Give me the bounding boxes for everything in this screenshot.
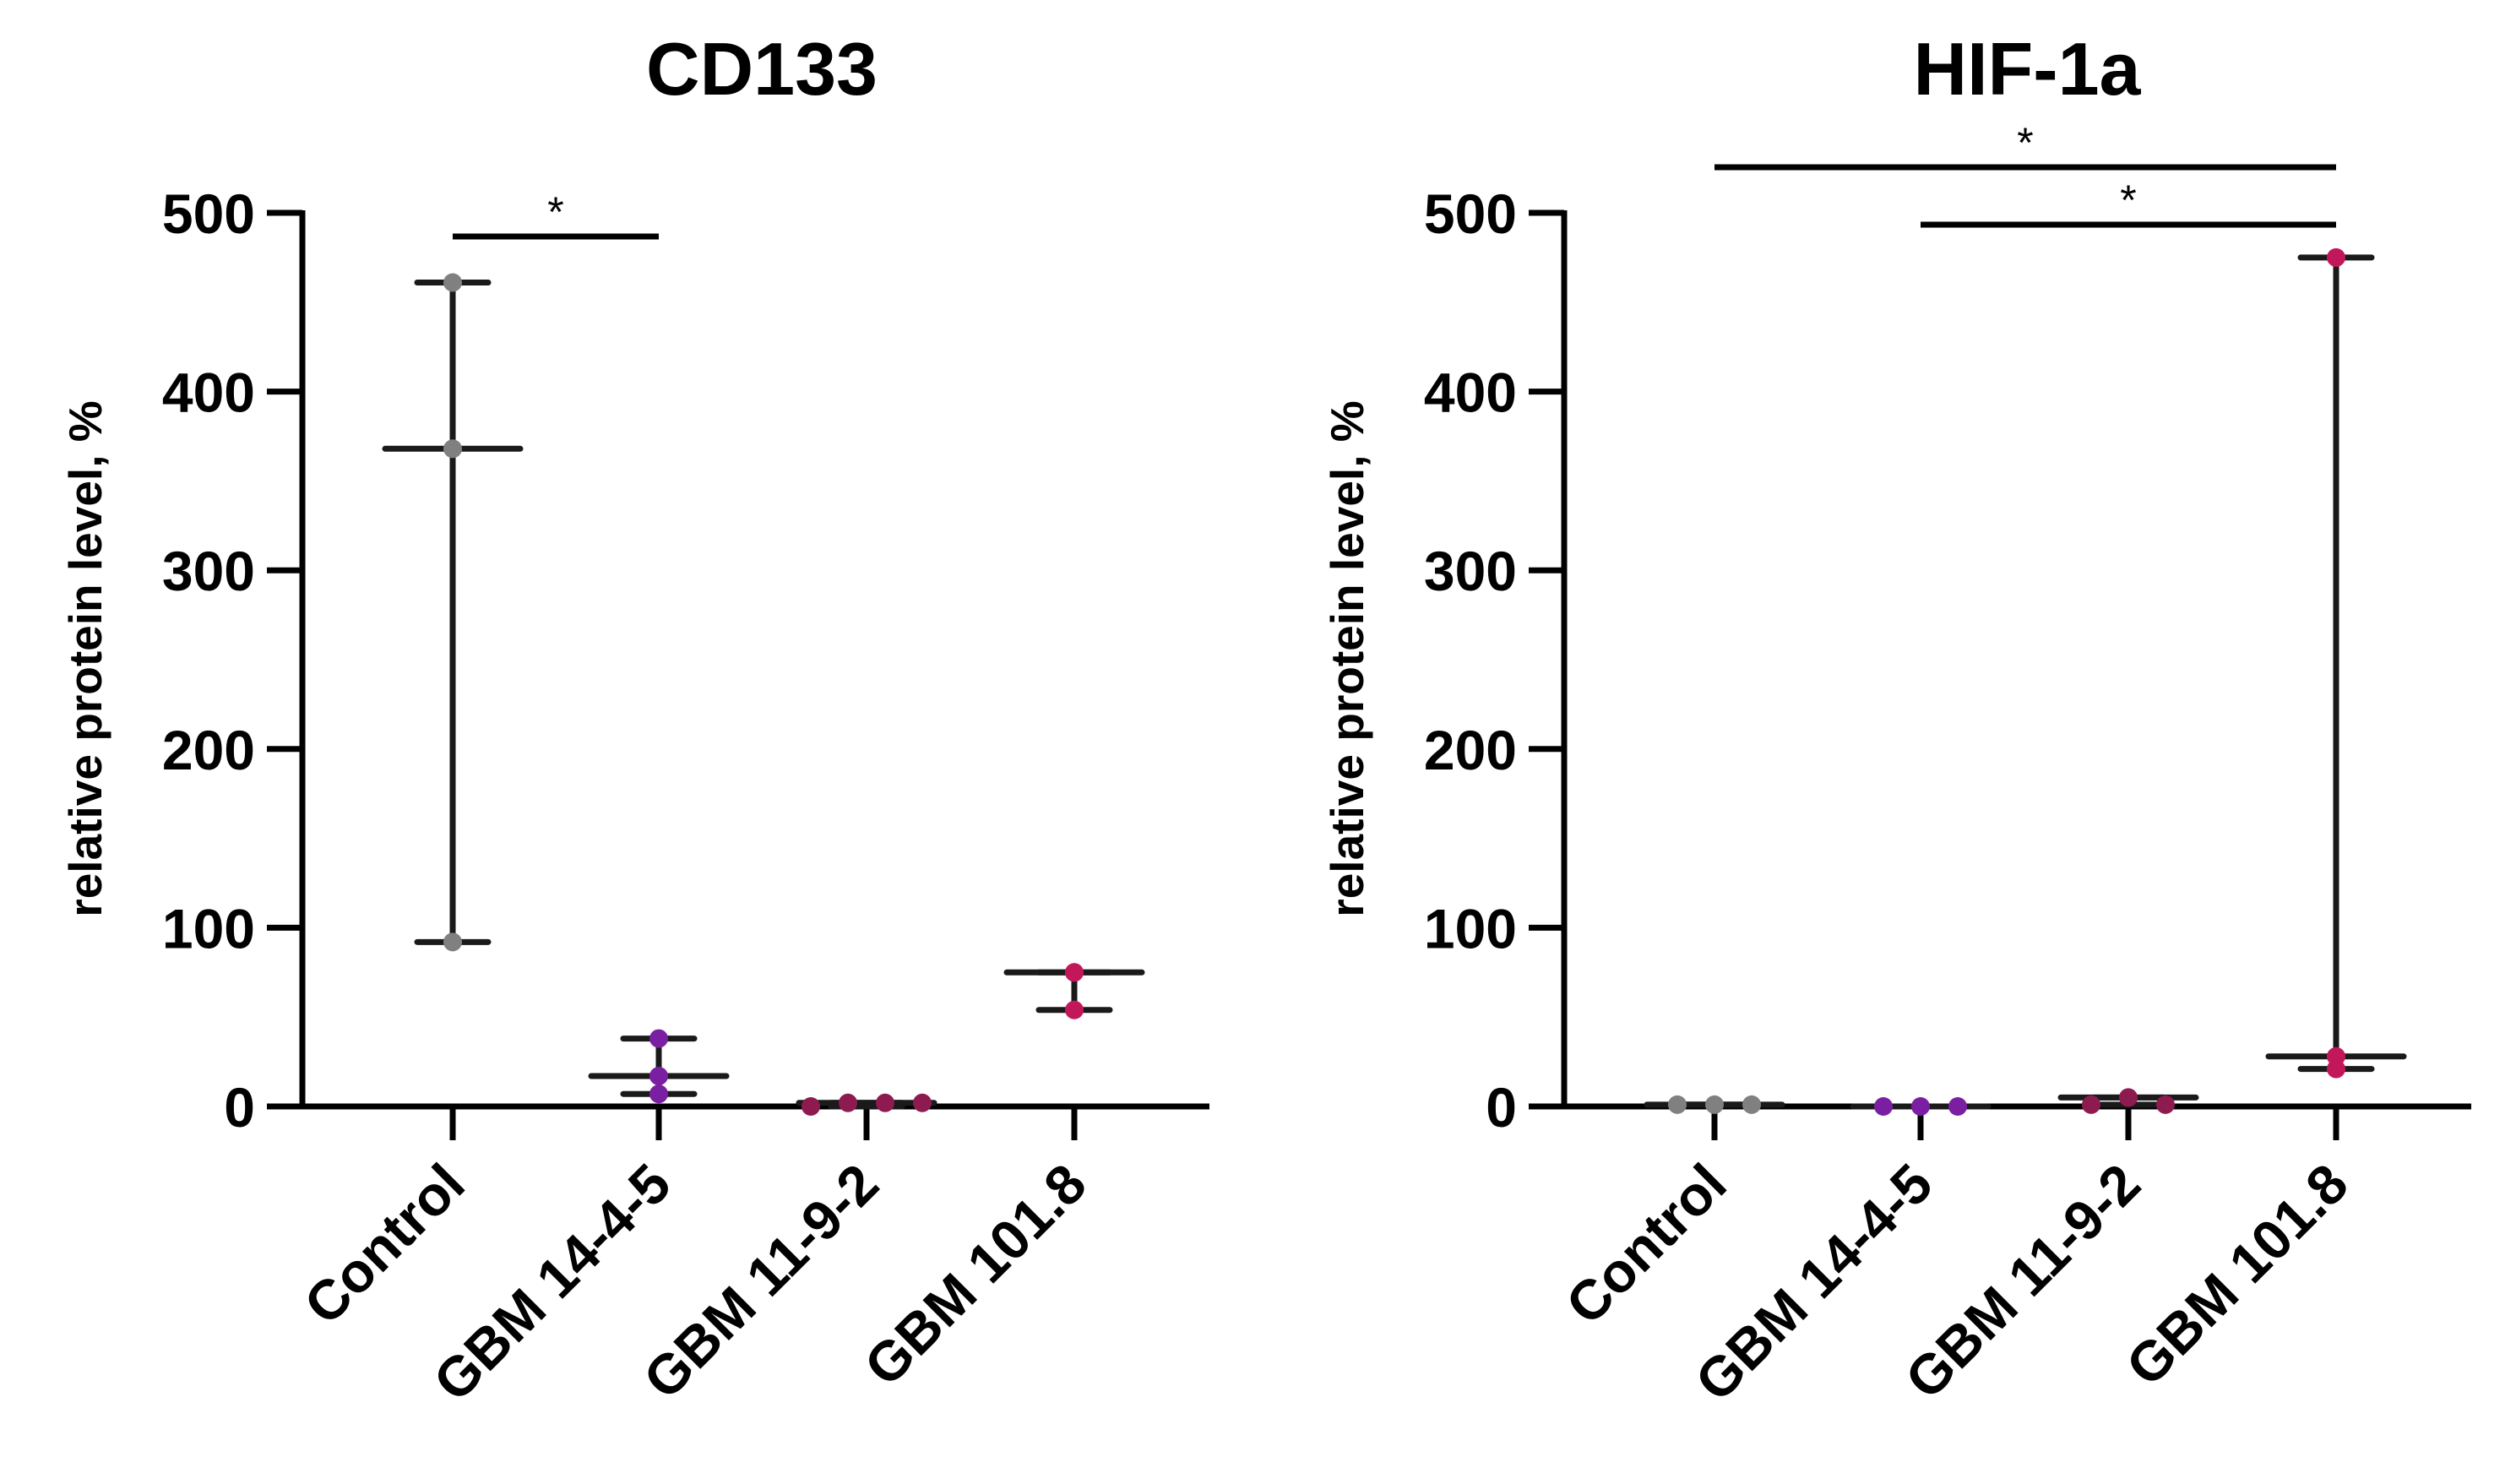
data-point <box>1911 1097 1930 1116</box>
group-gbm-101-8 <box>2265 247 2407 1079</box>
significance-label: * <box>2017 119 2033 166</box>
data-point <box>1065 963 1084 982</box>
chart-title: HIF-1a <box>1914 27 2142 111</box>
y-tick-label: 300 <box>162 540 255 602</box>
data-point <box>839 1093 857 1112</box>
y-tick-label: 500 <box>1424 182 1517 245</box>
data-point <box>1874 1097 1893 1116</box>
group-gbm-11-9-2 <box>2057 1088 2199 1114</box>
data-point <box>443 273 462 292</box>
data-point <box>2327 247 2345 267</box>
y-tick-label: 400 <box>162 361 255 424</box>
y-axis-label: relative protein level, % <box>59 400 111 916</box>
data-point <box>1065 1000 1084 1019</box>
y-tick-label: 0 <box>224 1076 255 1139</box>
y-tick-label: 100 <box>162 897 255 959</box>
data-point <box>649 1084 668 1104</box>
chart-panel-hif-1a: HIF-1a relative protein level, % 0 100 200 30… <box>1321 27 2471 1413</box>
x-tick-label-gbm-101-8: GBM 101.8 <box>852 1152 1098 1398</box>
data-point <box>2082 1095 2100 1114</box>
y-tick-label: 400 <box>1424 361 1517 424</box>
significance-bracket: * <box>1921 177 2336 228</box>
group-gbm-14-4-5 <box>588 1029 730 1104</box>
chart-panel-cd133: CD133 relative protein level, % 0 100 200 300… <box>59 27 1209 1413</box>
x-tick-label-gbm-101-8: GBM 101.8 <box>2114 1152 2360 1398</box>
significance-label: * <box>2120 177 2136 224</box>
y-tick-label: 0 <box>1486 1076 1517 1139</box>
data-point <box>913 1093 932 1112</box>
data-point <box>649 1067 668 1086</box>
group-gbm-11-9-2 <box>796 1093 937 1116</box>
data-point <box>443 932 462 952</box>
y-tick-label: 500 <box>162 182 255 245</box>
x-tick-label-control: Control <box>292 1152 476 1336</box>
data-point <box>1668 1095 1687 1114</box>
data-point <box>802 1097 820 1116</box>
x-tick-label-control: Control <box>1554 1152 1738 1336</box>
y-tick-label: 300 <box>1424 540 1517 602</box>
y-axis-label: relative protein level, % <box>1321 400 1373 916</box>
data-point <box>2119 1088 2138 1107</box>
y-tick-label: 200 <box>1424 719 1517 781</box>
data-point <box>649 1029 668 1048</box>
data-point <box>2327 1046 2345 1066</box>
data-point <box>1705 1095 1724 1114</box>
significance-bracket: * <box>453 188 659 240</box>
significance-label: * <box>547 188 563 236</box>
group-control <box>1644 1095 1785 1114</box>
y-tick-label: 200 <box>162 719 255 781</box>
data-point <box>1742 1095 1761 1114</box>
chart-title: CD133 <box>646 27 878 111</box>
group-gbm-101-8 <box>1003 963 1145 1019</box>
data-point <box>876 1093 894 1112</box>
y-tick-label: 100 <box>1424 897 1517 959</box>
significance-bracket: * <box>1714 119 2336 171</box>
data-point <box>443 439 462 459</box>
group-gbm-14-4-5 <box>1850 1097 1992 1116</box>
data-point <box>2156 1095 2175 1114</box>
data-point <box>1948 1097 1967 1116</box>
group-control <box>382 273 524 952</box>
